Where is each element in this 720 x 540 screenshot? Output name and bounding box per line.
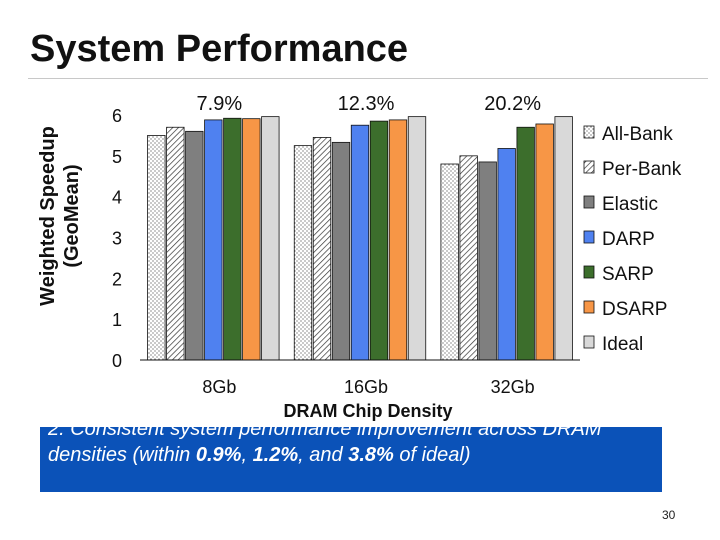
bar-sarp-32gb: [516, 126, 535, 361]
legend-swatch-all-bank: [583, 125, 595, 139]
legend-label-ideal: Ideal: [602, 334, 643, 355]
bar-sarp-16gb: [369, 120, 389, 361]
bar-elastic-8gb: [185, 130, 204, 361]
bar-darp-16gb: [350, 124, 370, 361]
legend-swatch-ideal: [583, 335, 595, 349]
bar-per-bank-16gb: [312, 137, 332, 361]
x-tick-label-32gb: 32Gb: [491, 377, 535, 397]
bar-per-bank-32gb: [459, 155, 478, 361]
improvement-annotation-8gb: 7.9%: [197, 93, 243, 115]
legend-swatch-dsarp: [583, 300, 595, 314]
bar-per-bank-8gb: [166, 126, 185, 361]
bar-darp-32gb: [497, 148, 516, 361]
callout-text: 2. Consistent system performance improve…: [48, 427, 648, 468]
x-axis-label: DRAM Chip Density: [283, 401, 452, 421]
legend-label-all-bank: All-Bank: [602, 124, 673, 145]
bar-elastic-32gb: [478, 161, 497, 361]
legend-swatch-darp: [583, 230, 595, 244]
y-tick-label-2: 2: [112, 269, 122, 289]
y-tick-label-5: 5: [112, 147, 122, 167]
bar-all-bank-8gb: [147, 135, 166, 361]
callout-text-part-2: ,: [241, 444, 253, 466]
legend-swatch-per-bank: [583, 160, 595, 174]
y-tick-label-6: 6: [112, 106, 122, 126]
bar-dsarp-8gb: [242, 118, 261, 361]
legend-label-darp: DARP: [602, 229, 655, 250]
bar-sarp-8gb: [223, 117, 242, 361]
bar-ideal-8gb: [261, 116, 280, 361]
bar-all-bank-16gb: [293, 145, 313, 361]
callout-text-part-3: , and: [298, 444, 349, 466]
legend-label-per-bank: Per-Bank: [602, 159, 682, 180]
y-tick-label-4: 4: [112, 188, 122, 208]
improvement-annotation-32gb: 20.2%: [484, 93, 541, 115]
y-tick-label-1: 1: [112, 310, 122, 330]
legend-label-dsarp: DSARP: [602, 299, 667, 320]
legend-label-elastic: Elastic: [602, 194, 658, 215]
callout-value-32gb: 3.8%: [348, 444, 394, 466]
legend-swatch-elastic: [583, 195, 595, 209]
improvement-annotation-16gb: 12.3%: [338, 93, 395, 115]
x-tick-label-16gb: 16Gb: [344, 377, 388, 397]
legend-label-sarp: SARP: [602, 264, 654, 285]
title-divider: [28, 78, 708, 79]
bar-darp-8gb: [204, 119, 223, 361]
callout-value-16gb: 1.2%: [252, 444, 299, 466]
bar-ideal-16gb: [407, 116, 427, 361]
callout-text-part-4: of ideal): [393, 444, 471, 466]
callout-value-8gb: 0.9%: [195, 444, 242, 466]
callout-text-part-1: 2. Consistent system performance improve…: [48, 427, 602, 466]
y-tick-label-0: 0: [112, 351, 122, 371]
page-number: 30: [662, 508, 676, 522]
bar-ideal-32gb: [554, 116, 573, 361]
legend-swatch-sarp: [583, 265, 595, 279]
x-tick-label-8gb: 8Gb: [202, 377, 236, 397]
y-tick-label-3: 3: [112, 229, 122, 249]
bar-dsarp-32gb: [535, 123, 554, 361]
bar-elastic-16gb: [331, 141, 351, 361]
bar-all-bank-32gb: [440, 163, 459, 361]
insight-callout: 2. Consistent system performance improve…: [40, 427, 662, 492]
bar-dsarp-16gb: [388, 119, 408, 361]
slide-title: System Performance: [30, 28, 409, 70]
